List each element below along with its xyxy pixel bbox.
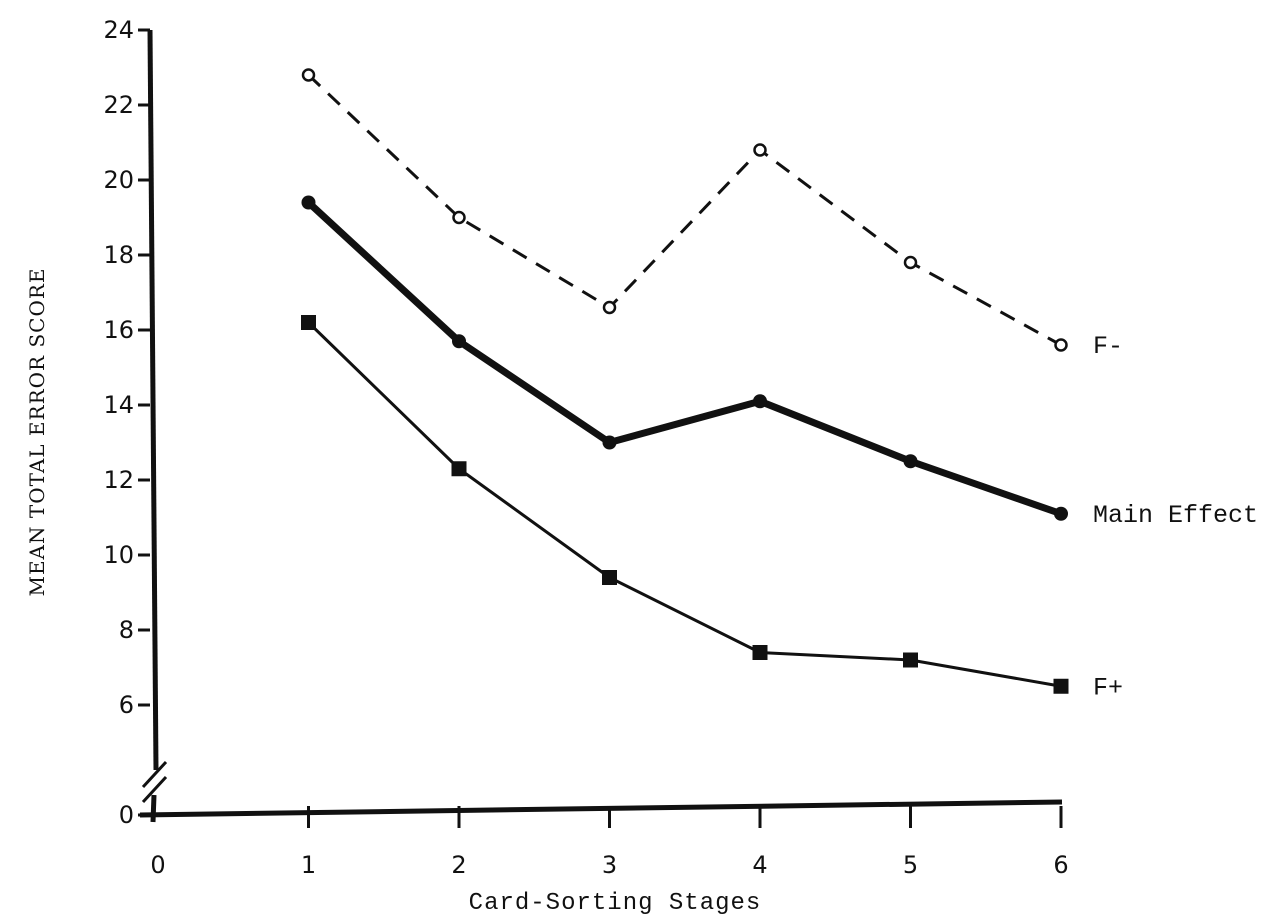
x-tick-label: 1	[301, 851, 316, 879]
series-label: Main Effect	[1093, 501, 1258, 530]
y-axis-title: MEAN TOTAL ERROR SCORE	[25, 267, 49, 596]
y-tick-label: 6	[119, 691, 134, 719]
data-point	[452, 210, 466, 225]
x-tick-label: 2	[451, 851, 466, 879]
y-axis-line-lower	[150, 794, 157, 823]
y-tick-label: 0	[119, 801, 134, 829]
data-point	[752, 645, 768, 660]
series-line	[306, 199, 1063, 518]
x-tick-label: 0	[150, 851, 165, 879]
data-point	[753, 143, 767, 157]
x-tick-group: 0 1 2 3 4 5 6	[150, 806, 1069, 879]
data-point	[1054, 338, 1068, 352]
y-tick-label: 10	[103, 541, 134, 569]
data-point	[602, 435, 617, 450]
x-tick-label: 4	[752, 851, 767, 879]
data-point	[903, 652, 918, 668]
series-line	[307, 73, 1062, 347]
axis-break-mark	[141, 775, 168, 804]
data-point	[1054, 506, 1068, 521]
y-tick-label: 16	[103, 316, 134, 344]
series-label: F-	[1093, 332, 1123, 361]
data-point	[753, 394, 767, 409]
x-axis-title: Card-Sorting Stages	[469, 890, 762, 917]
data-point	[301, 195, 316, 210]
y-tick-label: 20	[103, 166, 134, 194]
data-point	[903, 255, 918, 270]
y-axis-line	[147, 29, 159, 771]
y-tick-label: 14	[103, 391, 134, 419]
data-point	[452, 334, 466, 349]
series-main-effect: Main Effect	[301, 195, 1258, 530]
series-line	[307, 321, 1062, 688]
data-point	[602, 570, 617, 585]
data-point	[903, 454, 918, 469]
y-tick-label: 8	[119, 616, 134, 644]
y-tick-label: 24	[103, 16, 134, 44]
y-tick-group: 0 6 8 10 12 14 16 18 20 22 24	[103, 16, 150, 829]
series-group: F- Main Effect F+	[301, 68, 1258, 702]
x-axis-line	[139, 799, 1063, 818]
x-tick-label: 6	[1053, 851, 1068, 879]
series-label: F+	[1093, 673, 1123, 702]
y-tick-label: 22	[103, 91, 134, 119]
data-point	[451, 461, 467, 477]
x-tick-label: 5	[903, 851, 918, 879]
series-fplus: F+	[301, 315, 1123, 702]
data-point	[301, 68, 316, 82]
data-point	[1053, 678, 1069, 694]
data-point	[301, 315, 316, 330]
data-point	[602, 300, 617, 315]
y-tick-label: 18	[103, 241, 134, 269]
axes	[139, 29, 1063, 823]
series-fminus: F-	[301, 68, 1123, 361]
axis-break-mark	[141, 760, 168, 789]
x-tick-label: 3	[602, 851, 617, 879]
y-tick-label: 12	[103, 466, 134, 494]
